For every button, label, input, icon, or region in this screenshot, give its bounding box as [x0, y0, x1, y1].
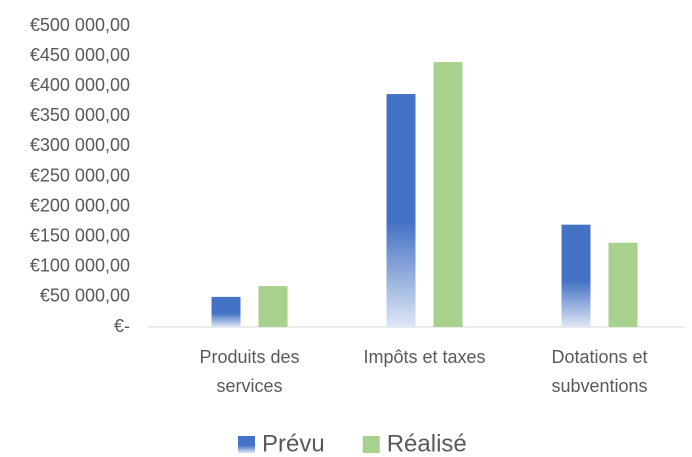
legend-label: Prévu	[262, 430, 325, 457]
legend-swatch	[362, 436, 380, 453]
x-tick-label: Produits des services	[199, 347, 300, 396]
y-tick-label: €300 000,00	[30, 135, 130, 155]
y-tick-label: €350 000,00	[30, 105, 130, 125]
legend-label: Réalisé	[387, 430, 467, 457]
y-tick-label: €50 000,00	[40, 286, 130, 306]
x-tick-label: Dotations et subventions	[551, 347, 648, 396]
y-tick-label: €-	[114, 316, 130, 336]
y-tick-label: €500 000,00	[30, 15, 130, 35]
y-tick-label: €400 000,00	[30, 75, 130, 95]
y-tick-label: €200 000,00	[30, 195, 130, 215]
y-tick-label: €150 000,00	[30, 225, 130, 245]
y-tick-label: €250 000,00	[30, 165, 130, 185]
bar	[211, 296, 241, 327]
x-tick-label: Impôts et taxes	[363, 347, 486, 367]
bar	[561, 224, 591, 327]
y-tick-label: €100 000,00	[30, 256, 130, 276]
legend-swatch	[238, 436, 255, 453]
y-tick-label: €450 000,00	[30, 45, 130, 65]
bar	[258, 286, 288, 327]
bar	[608, 242, 638, 327]
bar	[433, 62, 463, 328]
bar	[386, 94, 416, 327]
